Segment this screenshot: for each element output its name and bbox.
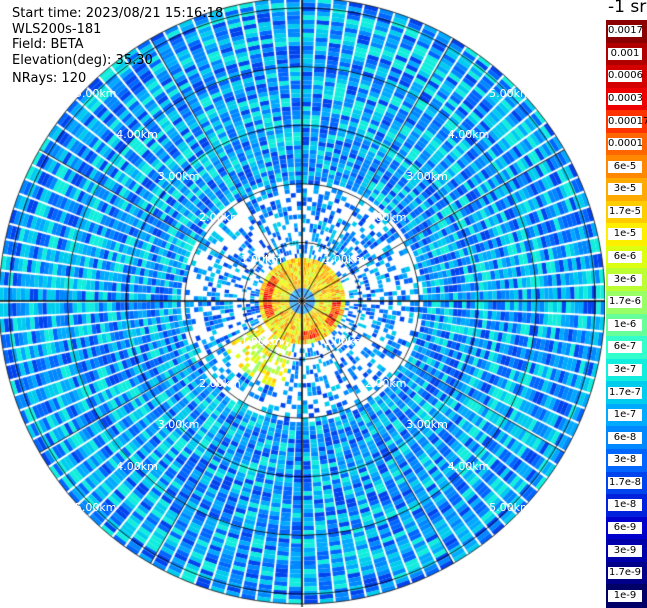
colorbar-tick-label: 0.0006 xyxy=(608,70,643,83)
range-ring-label: 4.00km xyxy=(116,459,158,473)
range-ring-label: 1.00km xyxy=(323,252,365,266)
colorbar-tick-label: 6e-6 xyxy=(608,251,642,264)
colorbar-tick-label: 0.0003 xyxy=(608,93,643,106)
range-ring-label: 1.00km xyxy=(240,252,283,266)
colorbar-tick-label: 0.001 xyxy=(608,47,642,60)
range-ring-label: 3.00km xyxy=(406,418,448,432)
colorbar-tick-label: 6e-7 xyxy=(608,341,642,354)
range-ring-label: 2.00km xyxy=(364,376,407,390)
range-ring-label: 4.00km xyxy=(116,128,158,142)
colorbar-tick-label: 3e-6 xyxy=(608,273,642,286)
colorbar-tick-label: 1.7e-6 xyxy=(608,296,642,309)
colorbar-tick-label: 6e-9 xyxy=(608,521,642,534)
colorbar-tick-label: 3e-7 xyxy=(608,363,642,376)
colorbar: 0.0017 0.001 0.0006 0.0003 0.00017 0.0001 6e-5… xyxy=(606,20,647,608)
range-ring-label: 3.00km xyxy=(406,169,448,183)
colorbar-tick-label: 1e-5 xyxy=(608,228,642,241)
range-ring-label: 2.00km xyxy=(199,376,241,390)
colorbar-tick-label: 6e-8 xyxy=(608,431,642,444)
range-ring-label: 1.00km xyxy=(323,335,365,349)
colorbar-tick-label: 1e-8 xyxy=(608,499,642,512)
range-ring-label: 5.00km xyxy=(489,501,531,515)
instrument-label: WLS200s-181 xyxy=(12,22,102,37)
range-ring-label: 3.00km xyxy=(157,169,200,183)
colorbar-title: -1 sr xyxy=(608,0,647,17)
elevation-label: Elevation(deg): 35.30 xyxy=(12,53,153,68)
range-ring-label: 5.00km xyxy=(74,501,117,515)
colorbar-tick-label: 3e-9 xyxy=(608,544,642,557)
range-ring-label: 1.00km xyxy=(240,335,283,349)
range-ring-label: 4.00km xyxy=(447,128,490,142)
colorbar-tick-label: 1.7e-9 xyxy=(608,567,642,580)
range-ring-label: 2.00km xyxy=(364,211,407,225)
colorbar-tick-label: 3e-5 xyxy=(608,183,642,196)
range-ring-label: 5.00km xyxy=(489,86,531,100)
start-time-label: Start time: 2023/08/21 15:16:18 xyxy=(12,6,224,21)
colorbar-tick-label: 1.7e-5 xyxy=(608,205,642,218)
colorbar-tick-label: 1e-9 xyxy=(608,589,642,602)
range-ring-label: 2.00km xyxy=(199,211,241,225)
colorbar-tick-label: 0.00017 xyxy=(608,115,647,128)
range-ring-label: 5.00km xyxy=(74,86,117,100)
ppi-plot xyxy=(0,0,605,607)
colorbar-tick-label: 1e-6 xyxy=(608,318,642,331)
nrays-label: NRays: 120 xyxy=(12,71,87,86)
colorbar-tick-label: 1.7e-7 xyxy=(608,386,642,399)
colorbar-tick-label: 0.0001 xyxy=(608,138,643,151)
range-ring-label: 3.00km xyxy=(157,418,200,432)
colorbar-tick-label: 3e-8 xyxy=(608,454,642,467)
colorbar-tick-label: 0.0017 xyxy=(608,25,643,38)
range-ring-label: 4.00km xyxy=(447,459,490,473)
colorbar-tick-label: 1.7e-8 xyxy=(608,476,642,489)
colorbar-tick-label: 6e-5 xyxy=(608,160,642,173)
field-label: Field: BETA xyxy=(12,37,84,52)
colorbar-tick-label: 1e-7 xyxy=(608,409,642,422)
